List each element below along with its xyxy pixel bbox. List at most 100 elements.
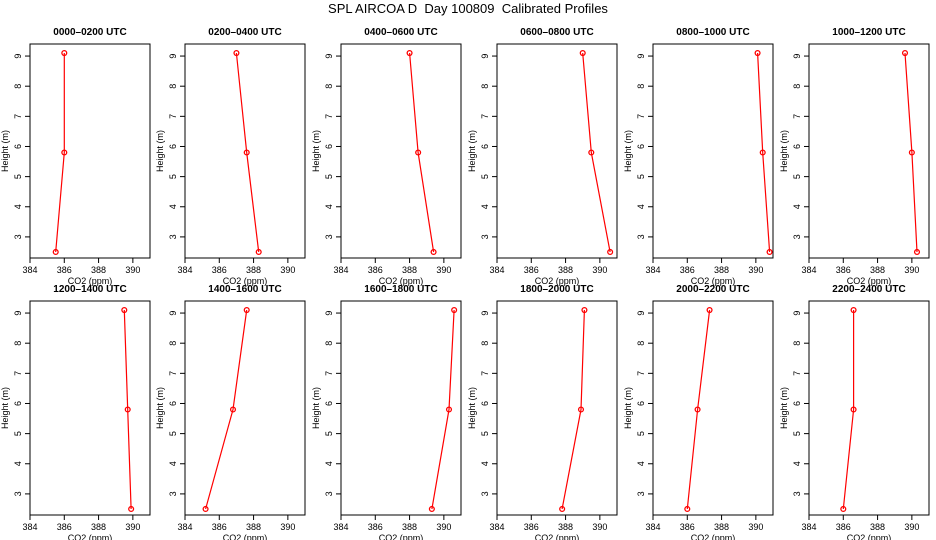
series-line	[582, 52, 611, 253]
y-tick-label: 8	[792, 341, 802, 346]
y-tick-label: 5	[480, 431, 490, 436]
y-axis-label: Height (m)	[779, 130, 789, 172]
y-tick-label: 8	[636, 341, 646, 346]
y-tick-label: 7	[168, 114, 178, 119]
x-tick-label: 386	[57, 265, 72, 275]
y-tick-label: 8	[13, 341, 23, 346]
panel-title: 0600–0800 UTC	[520, 27, 593, 38]
y-tick-label: 4	[480, 204, 490, 209]
plot-frame	[652, 300, 774, 516]
x-tick-label: 386	[524, 522, 539, 532]
x-tick-label: 388	[246, 522, 261, 532]
plot-frame	[496, 43, 618, 259]
y-tick-label: 3	[792, 491, 802, 496]
panel-title: 2000–2200 UTC	[676, 284, 749, 295]
data-point	[128, 505, 135, 513]
y-tick-label: 6	[324, 144, 334, 149]
y-tick-label: 5	[168, 174, 178, 179]
plot-frame	[808, 300, 930, 516]
y-tick-label: 4	[168, 461, 178, 466]
profile-panel-12: 2200–2400 UTC 384 386 388 390 CO2 (ppm) 3 4 5 6 7 8…	[779, 284, 930, 540]
series-line	[123, 309, 132, 510]
y-axis-label: Height (m)	[0, 387, 10, 429]
y-tick-label: 5	[636, 431, 646, 436]
profile-panel-4: 0600–0800 UTC 384 386 388 390 CO2 (ppm) 3 4 5 6 7 8…	[467, 27, 618, 286]
y-tick-label: 4	[324, 204, 334, 209]
panel-title: 0200–0400 UTC	[208, 27, 281, 38]
y-tick-label: 9	[324, 311, 334, 316]
x-axis-label: CO2 (ppm)	[847, 276, 892, 286]
y-tick-label: 7	[13, 371, 23, 376]
y-tick-label: 8	[792, 84, 802, 89]
plot-frame	[340, 300, 462, 516]
y-tick-label: 5	[13, 174, 23, 179]
series-line	[686, 309, 711, 510]
data-point	[850, 306, 857, 314]
x-tick-label: 390	[904, 522, 919, 532]
x-tick-label: 386	[57, 522, 72, 532]
series-line	[904, 52, 918, 253]
y-tick-label: 3	[13, 491, 23, 496]
data-point	[579, 49, 586, 57]
y-tick-label: 7	[13, 114, 23, 119]
y-tick-label: 9	[13, 54, 23, 59]
y-tick-label: 3	[324, 491, 334, 496]
page-title: SPL AIRCOA D Day 100809 Calibrated Profi…	[328, 1, 608, 16]
x-axis-label: CO2 (ppm)	[379, 533, 424, 540]
data-point	[415, 149, 422, 156]
data-point	[255, 248, 262, 256]
y-tick-label: 8	[168, 341, 178, 346]
y-tick-label: 3	[792, 234, 802, 239]
y-tick-label: 7	[480, 114, 490, 119]
x-tick-label: 388	[558, 265, 573, 275]
y-axis-label: Height (m)	[623, 387, 633, 429]
y-tick-label: 8	[480, 84, 490, 89]
y-tick-label: 6	[168, 401, 178, 406]
data-point	[754, 49, 761, 57]
y-tick-label: 7	[324, 114, 334, 119]
profile-panel-6: 1000–1200 UTC 384 386 388 390 CO2 (ppm) 3 4 5 6 7 8…	[779, 27, 930, 286]
series-line	[205, 309, 248, 510]
y-tick-label: 4	[636, 204, 646, 209]
y-tick-label: 5	[792, 174, 802, 179]
x-tick-label: 388	[246, 265, 261, 275]
plot-frame	[29, 300, 151, 516]
y-axis-label: Height (m)	[311, 130, 321, 172]
panel-title: 0000–0200 UTC	[53, 27, 126, 38]
series-line	[561, 309, 585, 510]
x-tick-label: 386	[836, 265, 851, 275]
data-point	[850, 406, 857, 413]
y-tick-label: 8	[324, 341, 334, 346]
x-tick-label: 386	[212, 522, 227, 532]
x-tick-label: 386	[368, 265, 383, 275]
x-tick-label: 386	[680, 265, 695, 275]
x-tick-label: 388	[402, 522, 417, 532]
x-tick-label: 384	[645, 265, 660, 275]
x-tick-label: 384	[177, 265, 192, 275]
panel-title: 0400–0600 UTC	[364, 27, 437, 38]
x-tick-label: 386	[524, 265, 539, 275]
y-tick-label: 6	[636, 401, 646, 406]
x-axis-label: CO2 (ppm)	[68, 276, 113, 286]
y-tick-label: 7	[792, 371, 802, 376]
data-point	[121, 306, 128, 314]
data-point	[577, 406, 585, 413]
y-tick-label: 4	[636, 461, 646, 466]
data-point	[124, 406, 131, 413]
data-point	[759, 149, 766, 156]
y-tick-label: 4	[13, 461, 23, 466]
y-axis-label: Height (m)	[779, 387, 789, 429]
y-tick-label: 6	[13, 401, 23, 406]
y-tick-label: 7	[636, 114, 646, 119]
x-tick-label: 384	[645, 522, 660, 532]
x-tick-label: 384	[333, 522, 348, 532]
y-tick-label: 4	[168, 204, 178, 209]
x-tick-label: 390	[436, 265, 451, 275]
data-point	[406, 49, 413, 57]
y-tick-label: 9	[480, 311, 490, 316]
y-tick-label: 5	[13, 431, 23, 436]
y-tick-label: 8	[13, 84, 23, 89]
plot-frame	[184, 43, 306, 259]
panel-title: 1400–1600 UTC	[208, 284, 281, 295]
